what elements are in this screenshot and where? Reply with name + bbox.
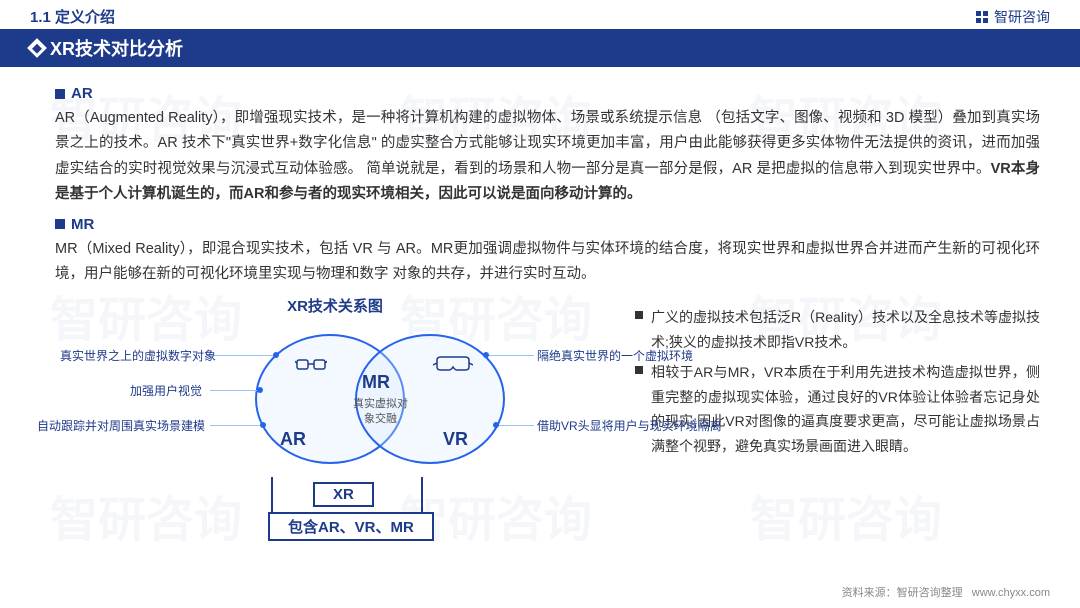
ar-header-label: AR bbox=[71, 85, 93, 102]
section-header-ar: AR bbox=[55, 85, 1040, 102]
bullet-text-2: 相较于AR与MR，VR本质在于利用先进技术构造虚拟世界，侧重完整的虚拟现实体验，… bbox=[651, 360, 1040, 458]
footer-url: www.chyxx.com bbox=[972, 587, 1050, 599]
breadcrumb: 1.1 定义介绍 bbox=[30, 6, 115, 27]
section-header-mr: MR bbox=[55, 216, 1040, 233]
diamond-icon bbox=[27, 38, 47, 58]
lower-section: XR技术关系图 AR VR MR 真实虚拟对象交融 XR 包含AR bbox=[55, 295, 1040, 545]
vr-headset-icon bbox=[433, 354, 473, 379]
mr-header-label: MR bbox=[71, 216, 94, 233]
venn-diagram: AR VR MR 真实虚拟对象交融 XR 包含AR、VR、MR bbox=[55, 322, 615, 522]
annotation-line bbox=[499, 425, 534, 426]
annotation-ar2: 加强用户视觉 bbox=[130, 382, 202, 399]
annotation-line bbox=[210, 425, 260, 426]
footer-source: 资料来源：智研咨询整理 bbox=[842, 587, 963, 599]
page-title: XR技术对比分析 bbox=[50, 35, 183, 61]
company-name: 智研咨询 bbox=[994, 7, 1050, 27]
diagram-area: XR技术关系图 AR VR MR 真实虚拟对象交融 XR 包含AR bbox=[55, 295, 615, 545]
annotation-line bbox=[489, 355, 534, 356]
bullet-marker-icon bbox=[635, 311, 643, 319]
title-bar: XR技术对比分析 bbox=[0, 29, 1080, 67]
page-header: 1.1 定义介绍 智研咨询 bbox=[0, 0, 1080, 29]
xr-sublabel-box: 包含AR、VR、MR bbox=[268, 512, 434, 541]
vr-label: VR bbox=[443, 429, 468, 450]
mr-sublabel: 真实虚拟对象交融 bbox=[348, 397, 413, 426]
mr-label: MR bbox=[362, 372, 390, 393]
annotation-line bbox=[210, 390, 257, 391]
company-logo-icon bbox=[974, 9, 990, 25]
bullet-item: 相较于AR与MR，VR本质在于利用先进技术构造虚拟世界，侧重完整的虚拟现实体验，… bbox=[635, 360, 1040, 458]
company-brand: 智研咨询 bbox=[974, 7, 1050, 27]
annotation-line bbox=[210, 355, 273, 356]
xr-label-box: XR bbox=[313, 482, 374, 507]
ar-text-normal: AR（Augmented Reality），即增强现实技术，是一种将计算机构建的… bbox=[55, 110, 1040, 177]
bullet-marker-icon bbox=[635, 366, 643, 374]
footer: 资料来源：智研咨询整理 www.chyxx.com bbox=[842, 584, 1050, 600]
section-marker-icon bbox=[55, 219, 65, 229]
annotation-vr2: 借助VR头显将用户与现实环境隔离 bbox=[537, 417, 722, 434]
bullet-item: 广义的虚拟技术包括泛R（Reality）技术以及全息技术等虚拟技术;狭义的虚拟技… bbox=[635, 305, 1040, 354]
ar-body-text: AR（Augmented Reality），即增强现实技术，是一种将计算机构建的… bbox=[55, 106, 1040, 208]
diagram-title: XR技术关系图 bbox=[55, 295, 615, 316]
annotation-vr1: 隔绝真实世界的一个虚拟环境 bbox=[537, 347, 693, 364]
bullet-text-1: 广义的虚拟技术包括泛R（Reality）技术以及全息技术等虚拟技术;狭义的虚拟技… bbox=[651, 305, 1040, 354]
annotation-ar3: 自动跟踪并对周围真实场景建模 bbox=[37, 417, 205, 434]
ar-label: AR bbox=[280, 429, 306, 450]
mr-body-text: MR（Mixed Reality），即混合现实技术，包括 VR 与 AR。MR更… bbox=[55, 237, 1040, 288]
ar-glasses-icon bbox=[295, 354, 327, 379]
section-marker-icon bbox=[55, 89, 65, 99]
annotation-ar1: 真实世界之上的虚拟数字对象 bbox=[60, 347, 216, 364]
content-area: AR AR（Augmented Reality），即增强现实技术，是一种将计算机… bbox=[0, 67, 1080, 545]
